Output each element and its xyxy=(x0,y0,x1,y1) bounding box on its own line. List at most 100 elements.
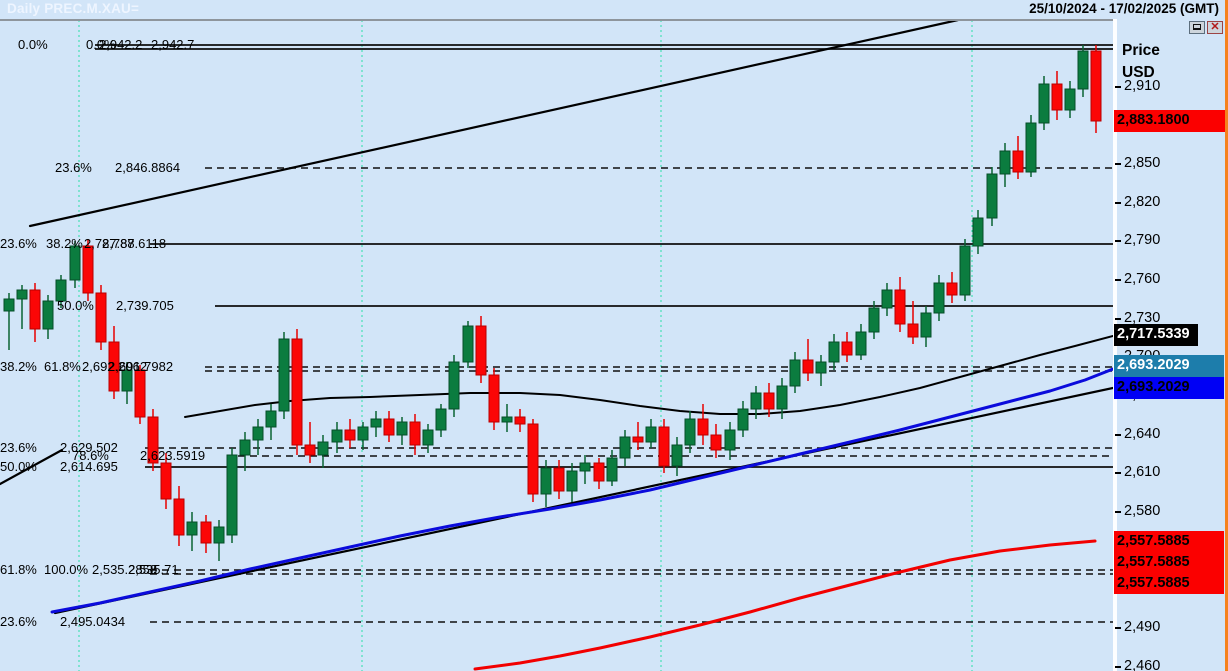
price-marker-value: 2,883.1800 xyxy=(1117,112,1190,128)
candle-body xyxy=(750,392,762,410)
close-button[interactable]: ✕ xyxy=(1207,21,1223,34)
candle-body xyxy=(514,416,526,425)
candle-body xyxy=(370,418,382,428)
candle-body xyxy=(815,361,827,374)
candles xyxy=(3,45,1102,561)
candle-body xyxy=(606,457,618,482)
candle-body xyxy=(409,421,421,446)
window-title: Daily PREC.M.XAU= xyxy=(7,1,140,16)
close-icon: ✕ xyxy=(1210,21,1220,33)
candle-body xyxy=(95,292,107,343)
fib-label-text: 50.0% xyxy=(0,459,37,474)
fib-label-text: 2,623.5919 xyxy=(140,448,206,463)
fib-label-text: 100.0% xyxy=(44,562,89,577)
candle-body xyxy=(3,298,15,312)
price-marker-value: 2,557.5885 xyxy=(1117,533,1190,549)
candle-body xyxy=(724,429,736,451)
candle-body xyxy=(776,385,788,410)
candle-body xyxy=(619,436,631,459)
candle-body xyxy=(1038,83,1050,124)
fib-label-text: 2,691.7982 xyxy=(108,359,174,374)
candlestick-chart[interactable] xyxy=(0,20,1113,671)
fib-label-text: 23.6% xyxy=(55,160,92,175)
fib-label-text: 2,942.2 xyxy=(99,37,143,52)
candle-body xyxy=(134,369,146,418)
candle-body xyxy=(383,418,395,436)
fib-level-label: 61.8% 100.0% 2,535.2858 2,535.71 xyxy=(0,562,1113,578)
candle-body xyxy=(959,245,971,296)
fib-level-label: 50.0% 2,614.695 xyxy=(0,459,1113,475)
fib-label-text: 2,614.695 xyxy=(60,459,118,474)
candle-body xyxy=(396,421,408,436)
candle-body xyxy=(737,408,749,431)
date-range-label: 25/10/2024 - 17/02/2025 (GMT) xyxy=(1029,1,1219,16)
price-marker: 2,693.2029 xyxy=(1114,377,1224,399)
price-marker-value: 2,693.2029 xyxy=(1117,357,1190,373)
axis-tick-label: 2,610 xyxy=(1124,464,1161,480)
candle-body xyxy=(160,462,172,500)
candle-body xyxy=(972,217,984,247)
axis-tick-label: 2,580 xyxy=(1124,503,1161,519)
chart-plot-area[interactable]: 0.0% 0.0% 2,942.2 2,942.7 23.6% 2,846.8864 23.… xyxy=(0,20,1113,671)
candle-body xyxy=(841,341,853,356)
price-marker-value: 2,557.5885 xyxy=(1117,554,1190,570)
trendline xyxy=(0,448,64,486)
candle-body xyxy=(645,426,657,443)
candle-body xyxy=(173,498,185,536)
fib-level-label: 78.6% 2,623.5919 xyxy=(0,448,1113,464)
price-marker-value: 2,557.5885 xyxy=(1117,575,1190,591)
trendline xyxy=(53,386,1113,615)
restore-icon xyxy=(1193,24,1201,30)
fib-label-text: 61.8% xyxy=(44,359,81,374)
axis-tick-mark xyxy=(1115,627,1121,629)
fib-label-text: 0.0% xyxy=(86,37,116,52)
candle-body xyxy=(317,441,329,456)
fib-label-text: 0.0% xyxy=(18,37,48,52)
trendline xyxy=(28,20,960,228)
fib-label-text: 61.8% xyxy=(0,562,37,577)
window-active-border xyxy=(1225,0,1228,671)
fib-level-label: 38.2% 61.8% 2,692.2062 2,691.7982 xyxy=(0,359,1113,375)
candle-body xyxy=(1025,122,1037,173)
candle-body xyxy=(501,416,513,423)
fib-label-text: 23.6% xyxy=(0,440,37,455)
candle-body xyxy=(108,341,120,392)
fib-label-text: 2,535.2858 xyxy=(92,562,158,577)
axis-tick-label: 2,910 xyxy=(1124,78,1161,94)
candle-body xyxy=(16,289,28,300)
fib-label-text: 2,942.7 xyxy=(151,37,195,52)
candle-body xyxy=(213,526,225,544)
price-axis: Price USD 2,910 2,850 2,820 2,790 2,760 2,730… xyxy=(1113,20,1228,671)
candle-body xyxy=(593,462,605,482)
fib-level-label: 23.6% 2,495.0434 xyxy=(0,614,1113,630)
candle-body xyxy=(475,325,487,376)
candle-body xyxy=(658,426,670,467)
candle-body xyxy=(671,444,683,467)
fib-label-text: 50.0% xyxy=(57,298,94,313)
candle-body xyxy=(710,434,722,451)
fib-label-text: 78.6% xyxy=(72,448,109,463)
candle-body xyxy=(1051,83,1063,111)
candle-body xyxy=(763,392,775,410)
restore-button[interactable] xyxy=(1189,21,1205,34)
axis-title-price: Price xyxy=(1122,42,1160,59)
candle-body xyxy=(29,289,41,330)
candle-body xyxy=(828,341,840,363)
fib-label-text: 2,739.705 xyxy=(116,298,174,313)
candle-body xyxy=(789,359,801,387)
fib-label-text: 2,692.2062 xyxy=(82,359,148,374)
fib-level-label: 23.6% 2,846.8864 xyxy=(0,160,1113,176)
fib-label-text: 38.2% xyxy=(46,236,83,251)
candle-body xyxy=(226,454,238,536)
ma-red xyxy=(473,539,1097,671)
fib-level-label: 23.6% 2,629.502 xyxy=(0,440,1113,456)
fib-label-text: 2,495.0434 xyxy=(60,614,126,629)
candle-body xyxy=(69,245,81,281)
candle-body xyxy=(540,467,552,495)
candle-body xyxy=(684,418,696,446)
candle-body xyxy=(907,323,919,338)
candle-body xyxy=(894,289,906,325)
price-marker: 2,693.2029 xyxy=(1114,355,1224,377)
candle-body xyxy=(920,312,932,338)
candle-body xyxy=(632,436,644,443)
